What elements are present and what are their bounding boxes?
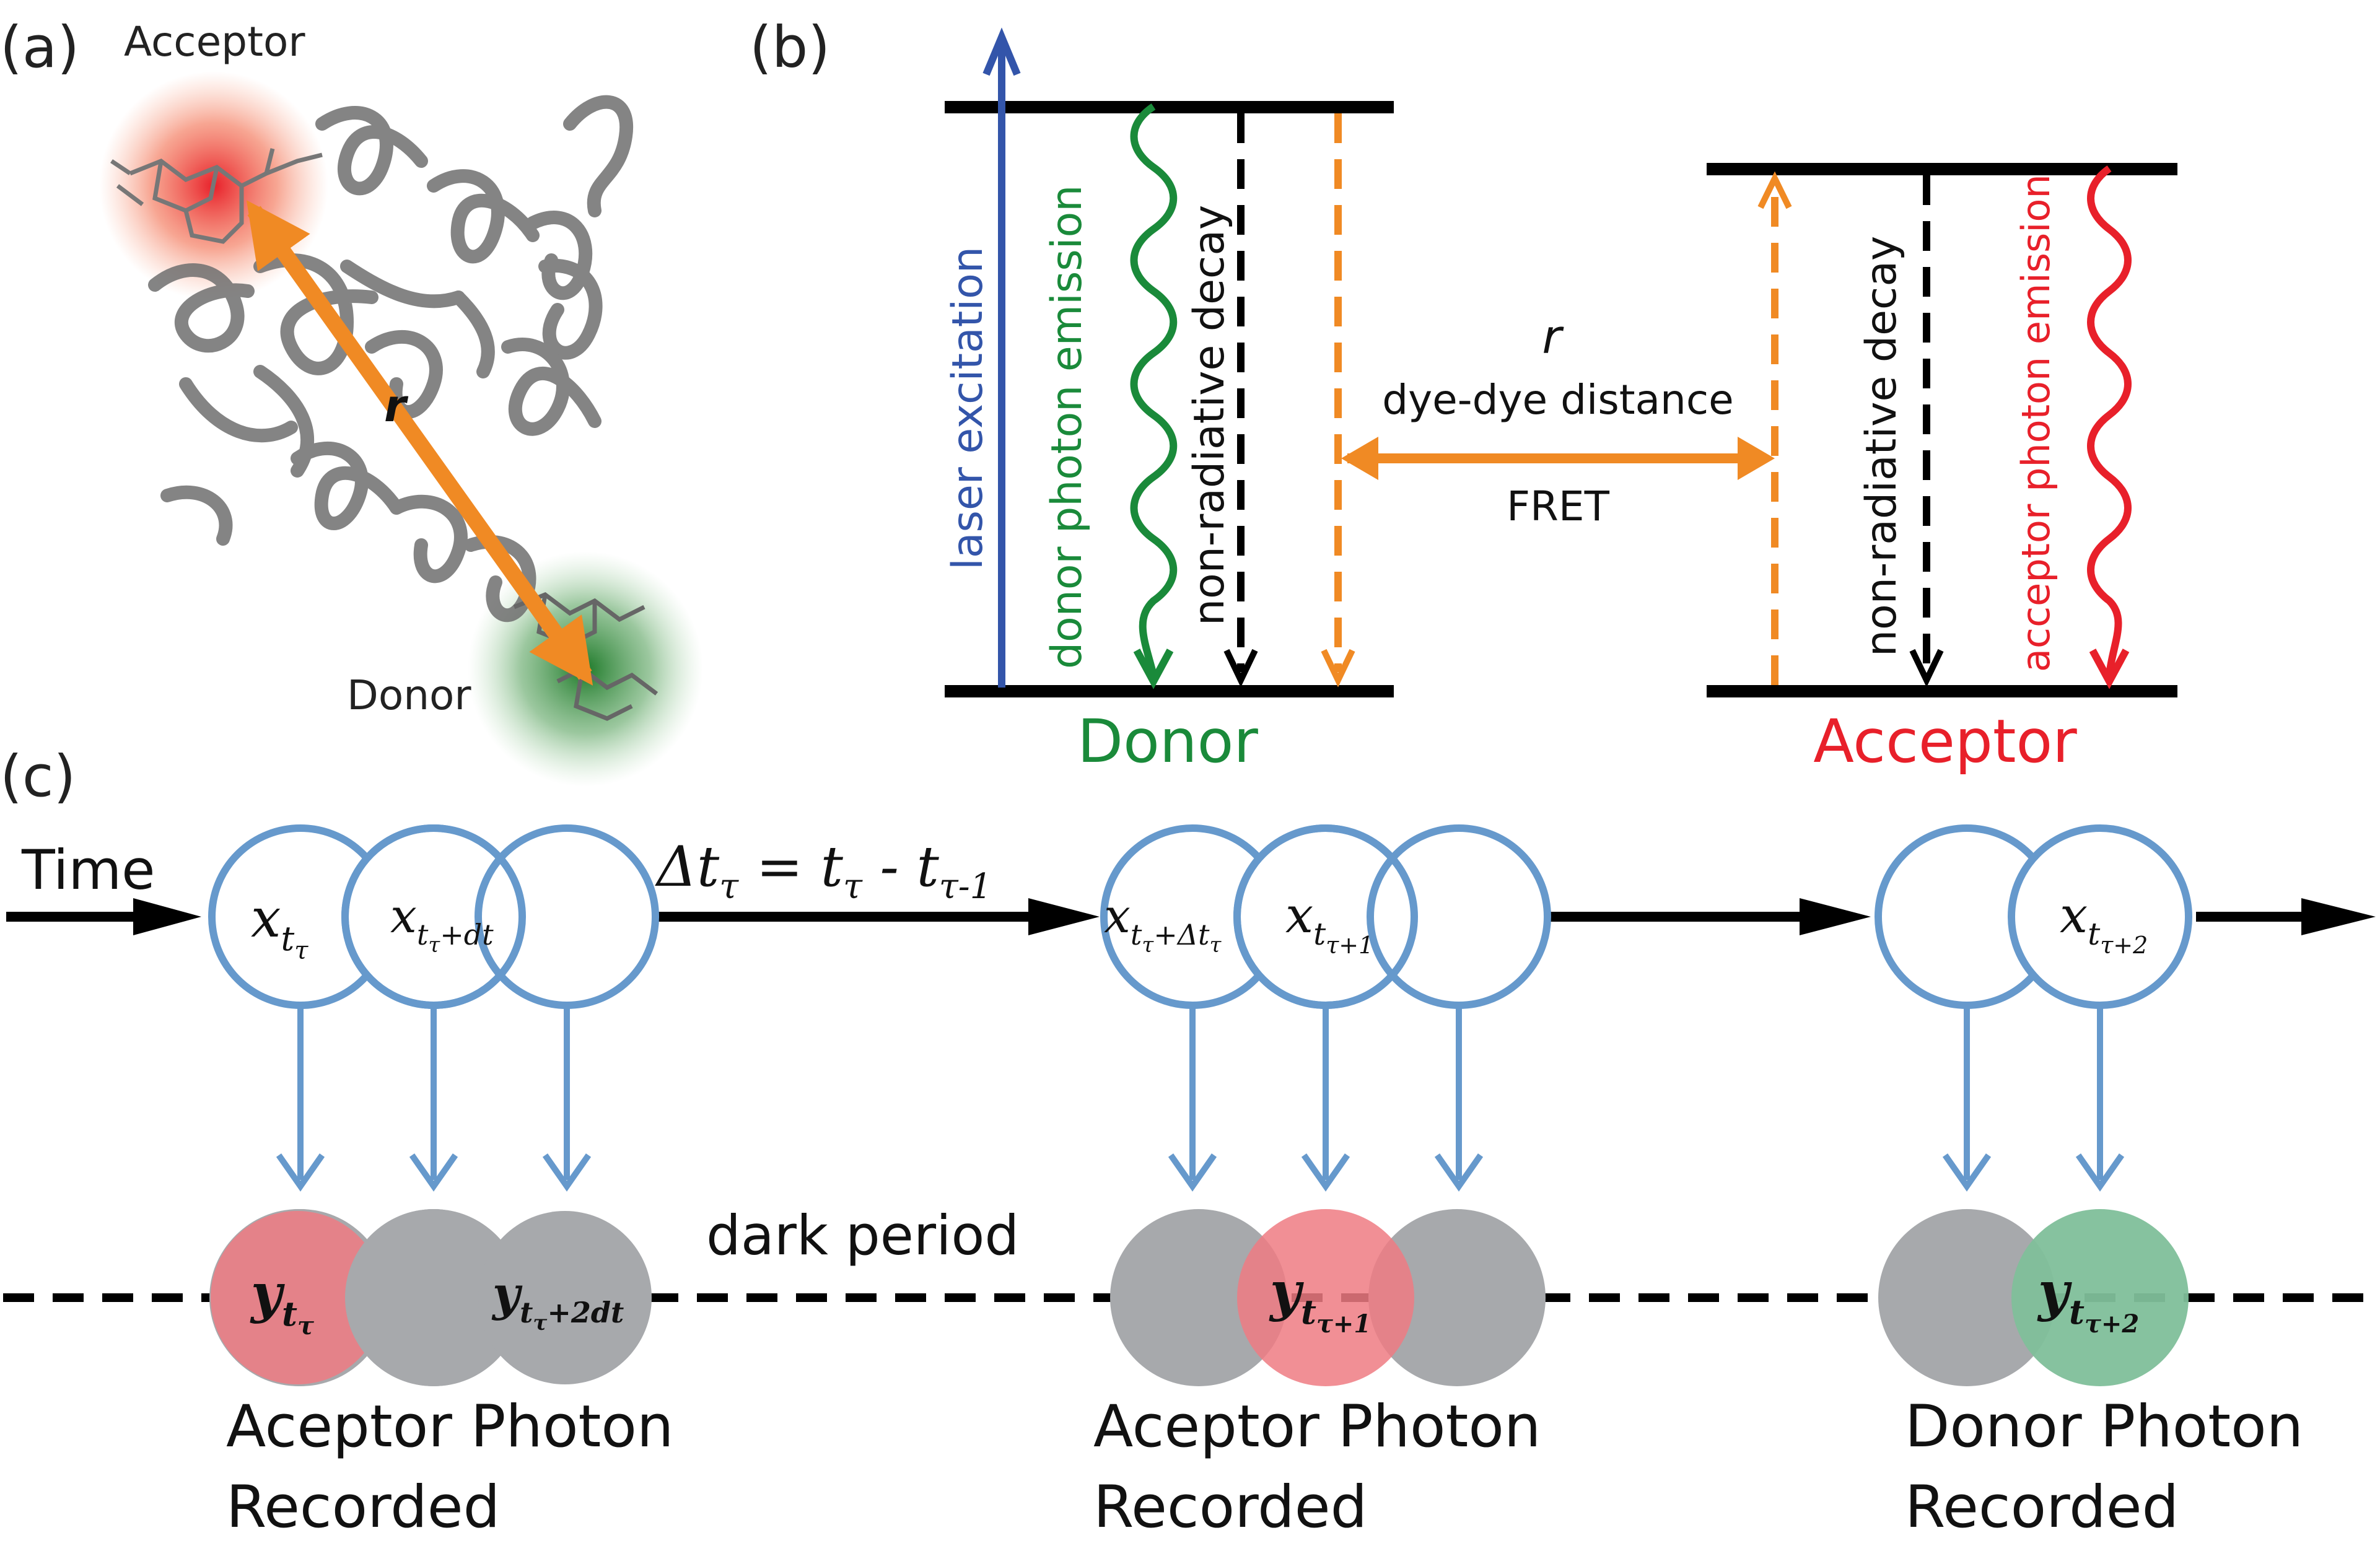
fret-distance-symbol: r	[1542, 309, 1564, 364]
acceptor-emission-arrowhead-icon	[2089, 649, 2130, 689]
time-arrowhead-4-icon	[2301, 898, 2376, 935]
donor-excited-level	[945, 101, 1394, 113]
states	[208, 824, 2192, 1009]
caption-1-line-2: Recorded	[226, 1474, 500, 1541]
acceptor-label: Acceptor	[124, 18, 305, 66]
fret-label: FRET	[1507, 483, 1610, 530]
caption-2-line-1: Aceptor Photon	[1093, 1393, 1541, 1461]
state-label-5: xtτ+2	[2060, 886, 2148, 959]
donor-fret-arrowhead-icon	[1321, 649, 1355, 688]
donor-emission-wave	[1130, 103, 1178, 676]
emission-arrows	[276, 1007, 2125, 1192]
time-arrowhead-2-icon	[1028, 898, 1100, 935]
state-circle-2-outline	[341, 824, 526, 1009]
donor-ground-level	[945, 685, 1394, 697]
state-circle-3	[475, 824, 659, 1009]
obs-label-3: ytτ+1	[1269, 1260, 1371, 1339]
time-arrowhead-3-icon	[1800, 898, 1871, 935]
obs-circle-gray-4	[1368, 1209, 1546, 1386]
donor-nonrad-arrowhead-icon	[1223, 649, 1258, 688]
donor-nonrad-label: non-radiative decay	[1185, 205, 1234, 626]
obs-circle-gray-6	[478, 1211, 652, 1384]
state-label-2: xtτ+dt	[390, 888, 494, 958]
obs-circle-acceptor-2	[1237, 1209, 1414, 1386]
laser-arrowhead-icon	[982, 27, 1021, 76]
panel-b: (b) laser excitation donor	[750, 14, 2177, 776]
acceptor-level-label: Acceptor	[1813, 707, 2077, 776]
obs-circle-gray-3	[1110, 1209, 1287, 1386]
donor-level-label: Donor	[1077, 707, 1258, 776]
state-circle-8	[2008, 824, 2192, 1009]
state-label-1: xtτ	[251, 888, 308, 965]
fret-left-arrowhead-icon	[1341, 437, 1378, 480]
laser-label: laser excitation	[943, 247, 992, 570]
caption-3-line-1: Donor Photon	[1905, 1393, 2303, 1461]
observations	[209, 1209, 2189, 1386]
obs-label-2: ytτ+2dt	[491, 1266, 624, 1335]
donor-label: Donor	[347, 671, 471, 719]
caption-2-line-2: Recorded	[1093, 1474, 1367, 1541]
obs-circle-gray-5	[1878, 1209, 2055, 1386]
distance-arrow	[246, 200, 593, 686]
panel-c: (c) Time Δtτ = tτ - tτ-1	[0, 743, 2380, 1541]
state-circle-6	[1367, 824, 1551, 1009]
fret-right-arrowhead-icon	[1738, 437, 1775, 480]
panel-b-label: (b)	[750, 14, 830, 81]
caption-3-line-2: Recorded	[1905, 1474, 2179, 1541]
donor-emission-arrowhead-icon	[1133, 649, 1174, 689]
acceptor-nonrad-label: non-radiative decay	[1857, 236, 1906, 657]
panel-a-label: (a)	[0, 14, 79, 81]
acceptor-emission-wave	[2087, 165, 2132, 676]
obs-label-1: ytτ	[250, 1262, 314, 1340]
obs-label-4: ytτ+2	[2037, 1260, 2139, 1339]
obs-circle-donor	[2011, 1209, 2189, 1386]
state-label-4: xtτ+1	[1285, 886, 1373, 959]
acceptor-ground-level	[1707, 685, 2177, 697]
acceptor-fret-arrowhead-icon	[1757, 171, 1792, 209]
caption-1-line-1: Aceptor Photon	[226, 1393, 673, 1461]
state-label-3: xtτ+Δtτ	[1104, 888, 1222, 958]
delta-t-equation: Δtτ = tτ - tτ-1	[655, 834, 992, 907]
obs-circle-gray-2-front	[345, 1209, 522, 1386]
acceptor-nonrad-arrowhead-icon	[1909, 649, 1944, 688]
acceptor-dye-molecule	[110, 148, 323, 244]
acceptor-excited-level	[1707, 163, 2177, 175]
state-circle-5-outline	[1233, 824, 1418, 1009]
acceptor-emission-label: acceptor photon emission	[2013, 174, 2058, 672]
time-label: Time	[21, 838, 155, 902]
panel-c-label: (c)	[0, 743, 76, 810]
distance-symbol: r	[384, 380, 409, 432]
fret-distance-label: dye-dye distance	[1382, 376, 1734, 424]
dark-period-label: dark period	[706, 1204, 1019, 1267]
time-arrowhead-1-icon	[133, 898, 201, 935]
panel-a: (a)	[0, 14, 703, 787]
obs-circle-acceptor-1	[211, 1211, 384, 1384]
donor-emission-label: donor photon emission	[1043, 185, 1092, 669]
